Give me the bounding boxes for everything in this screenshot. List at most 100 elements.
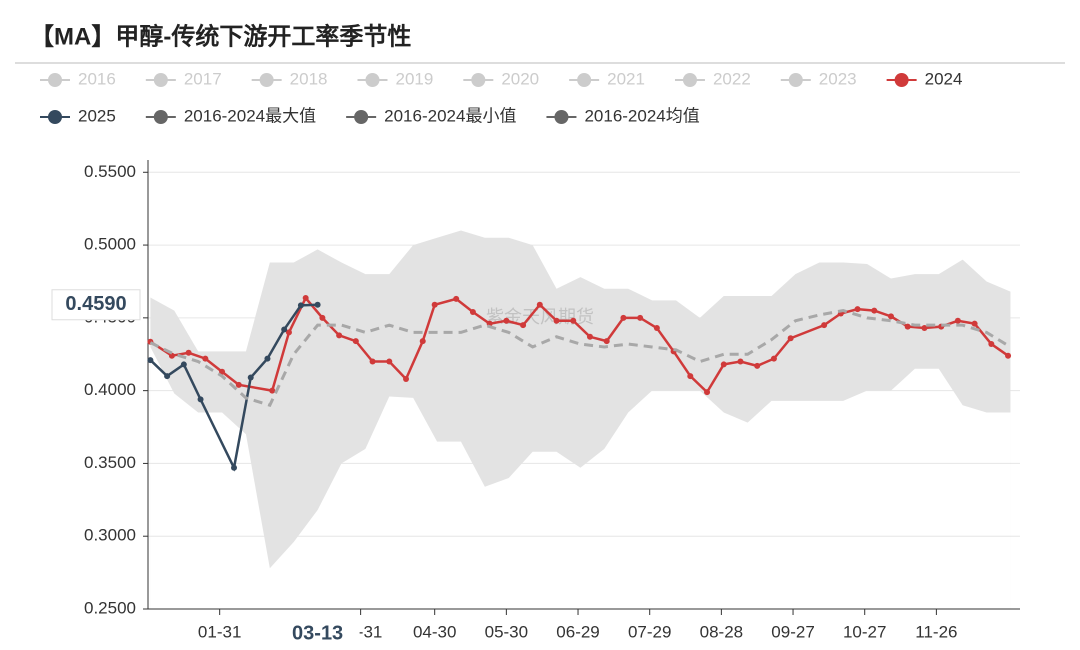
point: [297, 302, 304, 309]
legend-dot: [153, 73, 168, 87]
band-max: [150, 230, 1011, 610]
point: [469, 309, 476, 316]
y-tick-label: 0.4000: [84, 380, 136, 399]
legend-item: 2016-2024最大值: [145, 106, 316, 125]
point: [754, 362, 761, 369]
point: [787, 335, 794, 342]
legend-dot: [153, 110, 168, 124]
point: [586, 333, 593, 340]
legend-dot: [471, 73, 486, 87]
legend-dot: [894, 73, 909, 87]
point: [403, 375, 410, 382]
point: [219, 368, 226, 375]
point: [352, 338, 359, 345]
point: [419, 338, 426, 345]
x-tick-label: 10-27: [843, 622, 886, 641]
point: [264, 355, 271, 362]
legend-label: 2022: [713, 69, 751, 88]
point: [503, 317, 510, 324]
legend-item: 2023: [780, 69, 857, 88]
legend-item: 2024: [886, 69, 963, 88]
point: [687, 373, 694, 380]
point: [737, 358, 744, 365]
legend-dot: [354, 110, 369, 124]
legend-dot: [365, 73, 380, 87]
point: [281, 326, 288, 333]
point: [821, 322, 828, 329]
point: [235, 381, 242, 388]
legend-item: 2021: [569, 69, 645, 88]
legend-dot: [554, 110, 569, 124]
point: [887, 313, 894, 320]
point: [197, 396, 204, 403]
legend-item: 2016: [40, 69, 116, 88]
point: [653, 325, 660, 332]
point: [770, 355, 777, 362]
point: [285, 329, 292, 336]
point: [386, 358, 393, 365]
legend-label: 2016-2024最小值: [384, 106, 516, 125]
point: [871, 307, 878, 314]
x-tick-label: 01-31: [198, 622, 241, 641]
legend-label: 2021: [607, 69, 645, 88]
legend-item: 2020: [463, 69, 539, 88]
y-tick-label: 0.5500: [84, 162, 136, 181]
point: [704, 389, 711, 396]
point: [453, 295, 460, 302]
point: [247, 374, 254, 381]
point: [536, 301, 543, 308]
x-tick-label: 06-29: [556, 622, 599, 641]
legend-label: 2024: [925, 69, 963, 88]
legend-dot: [259, 73, 274, 87]
pointer-y-box: [51, 289, 141, 321]
legend-label: 2019: [395, 69, 433, 88]
point: [603, 338, 610, 345]
legend-label: 2020: [501, 69, 539, 88]
chart-title: 【MA】甲醇-传统下游开工率季节性: [30, 22, 411, 50]
y-tick-label: 0.5000: [84, 235, 136, 254]
pointer-x-label: 03-13: [292, 622, 343, 644]
point: [369, 358, 376, 365]
legend-label: 2016-2024最大值: [184, 106, 316, 125]
legend-label: 2016: [78, 69, 116, 88]
point: [302, 295, 309, 302]
legend-item: 2016-2024最小值: [346, 106, 516, 125]
y-tick-label: 0.3000: [84, 526, 136, 545]
legend-label: 2016-2024均值: [584, 106, 699, 125]
point: [904, 323, 911, 330]
legend-dot: [788, 73, 803, 87]
point: [1005, 352, 1012, 359]
legend-label: 2017: [184, 69, 222, 88]
pointer-x-box: [275, 617, 360, 650]
x-tick-label: 07-29: [628, 622, 671, 641]
legend-item: 2019: [357, 69, 433, 88]
y-tick-label: 0.3500: [84, 453, 136, 472]
point: [954, 317, 961, 324]
point: [336, 332, 343, 339]
point: [520, 322, 527, 329]
legend-label: 2018: [290, 69, 328, 88]
x-tick-label: 08-28: [700, 622, 743, 641]
legend-item: 2016-2024均值: [546, 106, 700, 125]
point: [269, 387, 276, 394]
point: [637, 314, 644, 321]
point: [185, 349, 192, 356]
point: [202, 355, 209, 362]
point: [431, 301, 438, 308]
point: [971, 320, 978, 327]
series-line: [149, 303, 318, 472]
legend-dot: [48, 73, 62, 87]
point: [620, 314, 627, 321]
x-tick-label: 11-26: [915, 622, 957, 641]
point: [168, 352, 175, 359]
legend-item: 2018: [251, 69, 328, 88]
point: [164, 373, 171, 380]
mean-line: [149, 309, 1012, 408]
x-tick-label: 05-30: [485, 622, 528, 641]
legend-item: 2025: [40, 106, 116, 125]
legend-dot: [48, 110, 62, 124]
point: [553, 317, 560, 324]
point: [231, 464, 238, 471]
x-tick-label: 09-27: [771, 622, 814, 641]
